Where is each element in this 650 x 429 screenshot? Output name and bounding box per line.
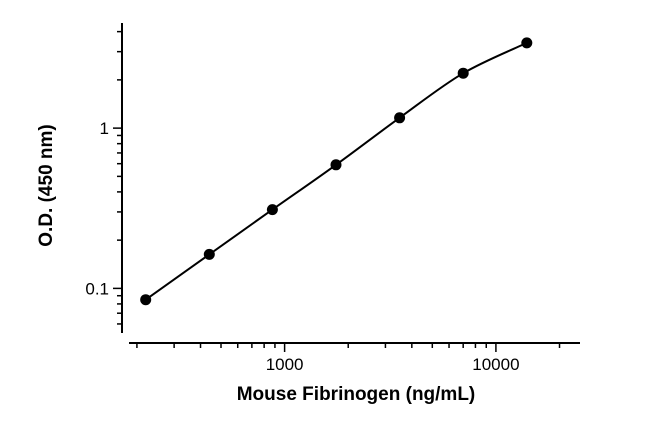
fit-curve-group: [145, 41, 528, 301]
x-axis-title: Mouse Fibrinogen (ng/mL): [237, 384, 476, 405]
data-point: [394, 112, 406, 124]
x-tick-label: 10000: [472, 355, 519, 374]
data-point: [330, 159, 342, 171]
data-point: [457, 67, 469, 79]
data-point: [140, 294, 152, 306]
fit-curve: [145, 41, 528, 301]
y-axis-title: O.D. (450 nm): [36, 124, 57, 246]
y-tick-label: 1: [100, 119, 109, 138]
axes: 0.1 1 1000 10000: [85, 23, 580, 374]
y-tick-label: 0.1: [85, 279, 109, 298]
data-point: [521, 37, 533, 49]
data-point: [203, 248, 215, 260]
data-points: [140, 37, 533, 306]
data-point: [266, 204, 278, 216]
x-tick-label: 1000: [266, 355, 304, 374]
